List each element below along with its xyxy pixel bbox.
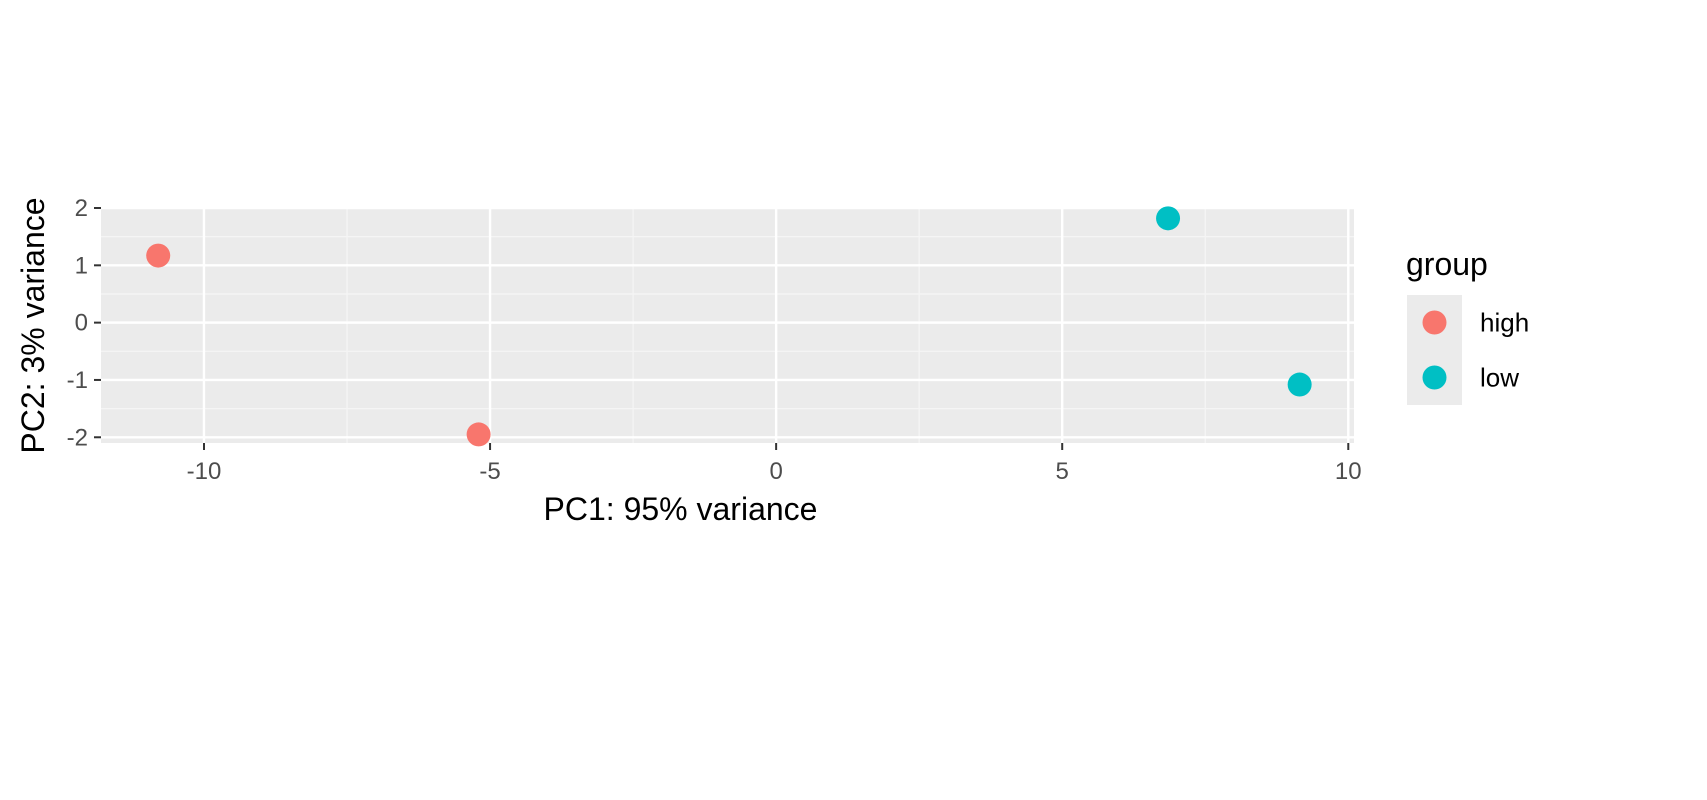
y-tick-label: 1 [75,252,88,279]
y-tick-label: -1 [67,367,88,394]
data-point-low [1156,206,1181,231]
plot-panel [101,208,1354,443]
y-tick-label: 0 [75,310,88,337]
data-point-high [146,243,171,268]
legend-label-high: high [1480,308,1529,338]
x-tick-label: 10 [1335,458,1362,485]
data-point-low [1287,372,1312,397]
legend-title: group [1406,246,1488,282]
x-tick-labels: -10 -5 0 5 10 [187,458,1362,485]
legend-items: high low [1422,308,1529,393]
y-tick-label: 2 [75,195,88,222]
y-tick-label: -2 [67,424,88,451]
minor-gridlines [101,208,1354,443]
y-tick-labels: -2 -1 0 1 2 [67,195,88,451]
data-point-high [466,422,491,447]
data-points [146,206,1312,447]
x-tick-label: -10 [187,458,222,485]
axis-ticks [94,207,1350,450]
legend-key-low [1422,365,1447,390]
legend-label-low: low [1480,363,1519,393]
x-axis-title: PC1: 95% variance [544,491,818,527]
legend: group high low [1406,246,1529,405]
x-tick-label: -5 [479,458,500,485]
x-tick-label: 0 [769,458,782,485]
y-axis-title: PC2: 3% variance [15,197,51,453]
x-tick-label: 5 [1056,458,1069,485]
major-gridlines [101,206,1354,443]
legend-key-high [1422,310,1447,335]
